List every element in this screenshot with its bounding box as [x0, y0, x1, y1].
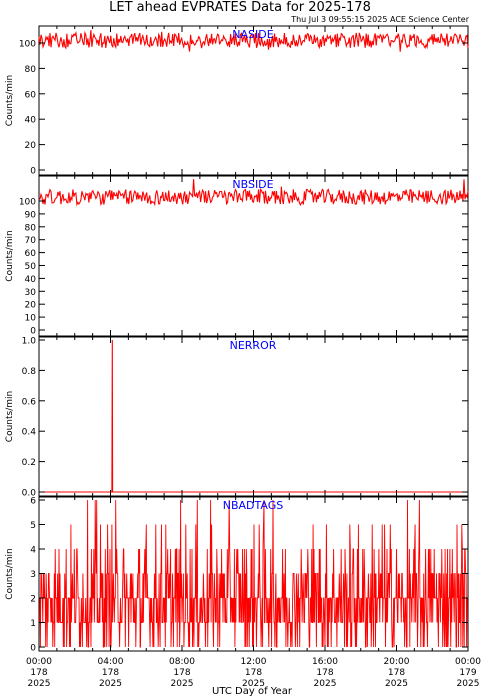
x-tick-label: 178 [30, 668, 47, 678]
y-tick-label: 100 [19, 198, 36, 208]
panel-label: NASIDE [232, 28, 273, 41]
y-tick-label: 60 [25, 90, 37, 100]
x-tick-label: 12:00 [241, 657, 267, 667]
x-tick-label: 178 [388, 668, 405, 678]
y-tick-label: 0 [30, 167, 36, 177]
y-tick-label: 4 [30, 546, 36, 556]
y-tick-label: 80 [25, 223, 37, 233]
panel-nerror: 0.0 0.2 0.4 0.6 0.8 1.0 NERROR Counts/min [5, 336, 469, 499]
y-axis-title: Counts/min [5, 548, 15, 599]
y-tick-label: 2 [30, 595, 36, 605]
plot-frame [38, 336, 469, 497]
x-tick-label: 178 [173, 668, 190, 678]
data-series-line [39, 339, 468, 493]
y-tick-label: 0.6 [22, 397, 37, 407]
x-tick-label: 178 [102, 668, 119, 678]
x-tick-label: 2025 [171, 679, 194, 689]
y-axis-title: Counts/min [5, 230, 15, 281]
x-tick-label: 2025 [314, 679, 337, 689]
data-series-line [38, 29, 469, 52]
y-tick-label: 70 [25, 236, 37, 246]
y-tick-label: 80 [25, 65, 37, 75]
plot-frame [38, 25, 469, 176]
y-tick-label: 0.8 [22, 367, 37, 377]
y-tick-label: 0 [30, 644, 36, 654]
x-tick-label: 2025 [99, 679, 122, 689]
x-axis-title: UTC Day of Year [212, 686, 293, 697]
y-tick-label: 5 [30, 521, 36, 531]
y-tick-label: 0 [30, 327, 36, 337]
y-tick-label: 90 [25, 210, 37, 220]
x-tick-label: 00:00 [455, 657, 481, 667]
x-tick-label: 2025 [385, 679, 408, 689]
y-tick-label: 60 [25, 249, 37, 259]
y-tick-label: 1.0 [22, 337, 37, 347]
panels-group: 020406080100NASIDECounts/min010203040506… [5, 25, 481, 689]
x-tick-label: 00:00 [26, 657, 52, 667]
panel-naside: 0 20 40 60 80 100 NASIDE Counts/min [5, 25, 469, 177]
x-tick-label: 16:00 [312, 657, 338, 667]
x-tick-label: 04:00 [98, 657, 124, 667]
y-tick-label: 3 [30, 570, 36, 580]
y-tick-label: 20 [25, 301, 37, 311]
x-tick-label: 2025 [457, 679, 480, 689]
x-tick-label: 178 [316, 668, 333, 678]
y-tick-label: 1 [30, 619, 36, 629]
x-tick-label: 178 [245, 668, 262, 678]
x-tick-label: 179 [459, 668, 476, 678]
panel-nbadtags: 0 1 2 3 4 5 6 NBADTAGS Counts/min [5, 496, 469, 654]
y-tick-label: 40 [25, 275, 37, 285]
x-tick-label: 2025 [28, 679, 51, 689]
y-axis-title: Counts/min [5, 75, 15, 126]
chart-title: LET ahead EVPRATES Data for 2025-178 [109, 0, 371, 15]
y-tick-label: 40 [25, 116, 37, 126]
timestamp-label: Thu Jul 3 09:55:15 2025 ACE Science Cent… [290, 15, 469, 24]
y-axis-title: Counts/min [5, 391, 15, 442]
panel-label: NBADTAGS [223, 499, 283, 512]
x-tick-label: 08:00 [169, 657, 195, 667]
y-tick-label: 30 [25, 288, 37, 298]
data-series-line [39, 499, 468, 648]
y-tick-label: 0.0 [22, 489, 37, 499]
y-tick-label: 0.2 [22, 458, 36, 468]
y-tick-label: 50 [25, 262, 37, 272]
x-tick-label: 20:00 [384, 657, 410, 667]
y-tick-label: 20 [25, 141, 37, 151]
y-tick-label: 0.4 [22, 428, 37, 438]
panel-label: NBSIDE [232, 178, 273, 191]
y-tick-label: 100 [19, 40, 36, 50]
y-tick-label: 10 [25, 314, 37, 324]
x-tick-label: 2025 [242, 679, 265, 689]
panel-nbside: 0 10 20 30 40 50 60 70 80 90 100 NBSIDE Counts/min [5, 175, 469, 337]
data-series-line [38, 179, 469, 207]
y-tick-label: 6 [30, 497, 36, 507]
panel-label: NERROR [230, 339, 277, 352]
